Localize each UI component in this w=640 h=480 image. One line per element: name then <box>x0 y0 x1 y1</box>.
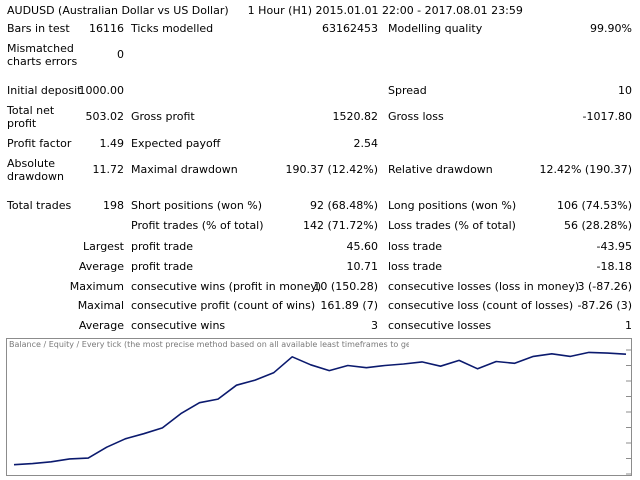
initial-deposit-label: Initial deposit <box>7 84 82 97</box>
average-consecutive-wins-value: 3 <box>371 319 378 332</box>
average-loss-trade-label: loss trade <box>388 260 443 273</box>
maximal-consecutive-profit-label: consecutive profit (count of wins) <box>131 299 316 312</box>
max-consecutive-losses-value: 3 (-87.26) <box>577 280 632 293</box>
largest-loss-trade-value: -43.95 <box>596 240 632 253</box>
symbol-label: AUDUSD (Australian Dollar vs US Dollar) <box>7 4 229 17</box>
average-consecutive-wins-label: consecutive wins <box>131 319 226 332</box>
average-profit-trade-label: profit trade <box>131 260 194 273</box>
short-positions-label: Short positions (won %) <box>131 199 263 212</box>
gross-loss-value: -1017.80 <box>582 110 632 123</box>
maximal-consecutive-loss-label: consecutive loss (count of losses) <box>388 299 574 312</box>
maximal-consecutive-profit-value: 161.89 (7) <box>320 299 378 312</box>
profit-trades-value: 142 (71.72%) <box>302 219 378 232</box>
average-profit-trade-value: 10.71 <box>346 260 379 273</box>
long-positions-value: 106 (74.53%) <box>556 199 632 212</box>
bars-in-test-value: 16116 <box>89 22 124 35</box>
average-consecutive-losses-value: 1 <box>625 319 632 332</box>
max-consecutive-losses-label: consecutive losses (loss in money) <box>388 280 580 293</box>
maximum-label: Maximum <box>69 280 124 293</box>
balance-line <box>13 351 627 466</box>
largest-profit-trade-value: 45.60 <box>346 240 379 253</box>
bars-in-test-label: Bars in test <box>7 22 70 35</box>
max-consecutive-wins-label: consecutive wins (profit in money) <box>131 280 322 293</box>
total-trades-value: 198 <box>103 199 124 212</box>
profit-factor-value: 1.49 <box>99 137 125 150</box>
chart-frame <box>6 338 632 476</box>
largest-loss-trade-label: loss trade <box>388 240 443 253</box>
long-positions-label: Long positions (won %) <box>388 199 517 212</box>
balance-chart-svg <box>6 338 632 476</box>
gross-profit-label: Gross profit <box>131 110 195 123</box>
maximal-label: Maximal <box>77 299 124 312</box>
loss-trades-label: Loss trades (% of total) <box>388 219 516 232</box>
mismatched-charts-errors-value: 0 <box>117 48 124 61</box>
expected-payoff-label: Expected payoff <box>131 137 221 150</box>
relative-drawdown-label: Relative drawdown <box>388 163 493 176</box>
profit-factor-label: Profit factor <box>7 137 72 150</box>
maximal-consecutive-loss-value: -87.26 (3) <box>577 299 632 312</box>
period-label: 1 Hour (H1) 2015.01.01 22:00 - 2017.08.0… <box>247 4 523 17</box>
report-title: AUDUSD (Australian Dollar vs US Dollar) … <box>7 4 523 17</box>
largest-label: Largest <box>83 240 124 253</box>
total-trades-label: Total trades <box>7 199 72 212</box>
chart-ticks <box>626 349 631 475</box>
expected-payoff-value: 2.54 <box>353 137 379 150</box>
average-consecutive-label: Average <box>78 319 124 332</box>
spread-label: Spread <box>388 84 427 97</box>
gross-loss-label: Gross loss <box>388 110 444 123</box>
total-net-profit-label: Total net profit <box>7 104 55 130</box>
modelling-quality-label: Modelling quality <box>388 22 483 35</box>
loss-trades-value: 56 (28.28%) <box>563 219 632 232</box>
ticks-modelled-label: Ticks modelled <box>131 22 214 35</box>
mismatched-charts-errors-label: Mismatched charts errors <box>7 42 78 68</box>
chart-legend: Balance / Equity / Every tick (the most … <box>9 340 409 349</box>
max-consecutive-wins-value: 10 (150.28) <box>313 280 378 293</box>
spread-value: 10 <box>618 84 632 97</box>
absolute-drawdown-value: 11.72 <box>92 163 125 176</box>
initial-deposit-value: 1000.00 <box>78 84 125 97</box>
average-consecutive-losses-label: consecutive losses <box>388 319 492 332</box>
modelling-quality-value: 99.90% <box>590 22 632 35</box>
average-label: Average <box>78 260 124 273</box>
profit-trades-label: Profit trades (% of total) <box>131 219 264 232</box>
report-summary: AUDUSD (Australian Dollar vs US Dollar) … <box>7 4 632 332</box>
absolute-drawdown-label: Absolute drawdown <box>7 157 64 183</box>
largest-profit-trade-label: profit trade <box>131 240 194 253</box>
total-net-profit-value: 503.02 <box>85 110 125 123</box>
average-loss-trade-value: -18.18 <box>596 260 632 273</box>
ticks-modelled-value: 63162453 <box>322 22 378 35</box>
maximal-drawdown-value: 190.37 (12.42%) <box>285 163 378 176</box>
gross-profit-value: 1520.82 <box>332 110 379 123</box>
balance-chart: Balance / Equity / Every tick (the most … <box>0 336 640 480</box>
short-positions-value: 92 (68.48%) <box>309 199 378 212</box>
maximal-drawdown-label: Maximal drawdown <box>131 163 238 176</box>
relative-drawdown-value: 12.42% (190.37) <box>539 163 632 176</box>
